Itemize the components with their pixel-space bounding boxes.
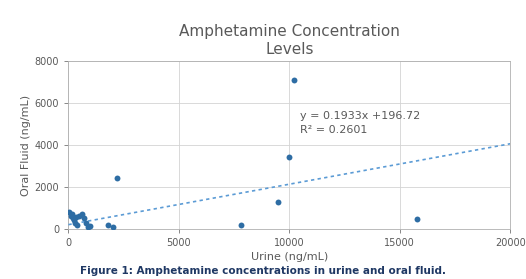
Point — [82, 220, 90, 225]
Point — [104, 222, 113, 227]
Point — [413, 217, 422, 222]
Point — [237, 222, 245, 227]
Point — [73, 222, 82, 227]
Point — [84, 224, 93, 229]
Point — [67, 212, 76, 217]
Point — [69, 218, 78, 223]
Text: y = 0.1933x +196.72: y = 0.1933x +196.72 — [300, 111, 421, 121]
Point — [65, 210, 74, 214]
Point — [68, 216, 77, 220]
Point — [108, 224, 117, 229]
Point — [66, 214, 75, 218]
Point — [113, 175, 121, 180]
Point — [72, 215, 80, 220]
Point — [71, 220, 79, 225]
Point — [285, 154, 294, 159]
Point — [77, 212, 86, 217]
Text: Figure 1: Amphetamine concentrations in urine and oral fluid.: Figure 1: Amphetamine concentrations in … — [80, 266, 446, 276]
Point — [75, 214, 84, 218]
Title: Amphetamine Concentration
Levels: Amphetamine Concentration Levels — [179, 24, 400, 57]
Text: R² = 0.2601: R² = 0.2601 — [300, 126, 368, 135]
Point — [289, 78, 298, 82]
X-axis label: Urine (ng/mL): Urine (ng/mL) — [251, 252, 328, 262]
Point — [86, 223, 95, 228]
Point — [274, 199, 282, 204]
Y-axis label: Oral Fluid (ng/mL): Oral Fluid (ng/mL) — [21, 95, 31, 196]
Point — [79, 216, 88, 220]
